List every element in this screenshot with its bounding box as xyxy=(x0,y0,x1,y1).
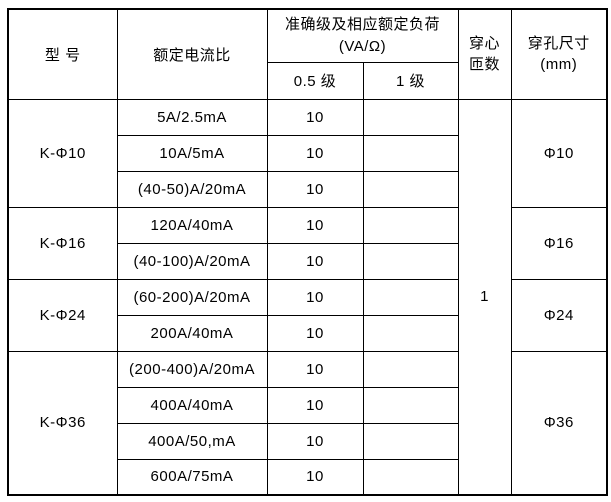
cell-class05: 10 xyxy=(266,206,364,244)
header-class-1: 1 级 xyxy=(362,61,459,100)
cell-class1 xyxy=(362,242,459,280)
cell-model: K-Φ10 xyxy=(7,98,118,208)
cell-hole: Φ16 xyxy=(510,206,608,280)
header-turns-line2: 匝数 xyxy=(469,56,501,74)
cell-ratio: 600A/75mA xyxy=(116,458,268,496)
cell-model: K-Φ16 xyxy=(7,206,118,280)
cell-class1 xyxy=(362,278,459,316)
header-hole-line1: 穿孔尺寸 xyxy=(527,34,590,52)
header-accuracy: 准确级及相应额定负荷 (VA/Ω) xyxy=(266,8,459,63)
cell-class1 xyxy=(362,170,459,208)
cell-class1 xyxy=(362,458,459,496)
cell-class05: 10 xyxy=(266,98,364,136)
table-row: 10A/5mA 10 xyxy=(8,134,607,172)
cell-class1 xyxy=(362,134,459,172)
header-accuracy-line1: 准确级及相应额定负荷 xyxy=(285,16,441,33)
cell-class05: 10 xyxy=(266,422,364,460)
cell-ratio: (40-50)A/20mA xyxy=(116,170,268,208)
cell-class1 xyxy=(362,206,459,244)
table-row: K-Φ10 5A/2.5mA 10 1 Φ10 xyxy=(7,98,608,496)
cell-class05: 10 xyxy=(266,350,364,388)
cell-hole: Φ24 xyxy=(510,278,608,352)
cell-class05: 10 xyxy=(266,386,364,424)
table-row: 200A/40mA 10 xyxy=(8,314,607,352)
cell-class1 xyxy=(362,386,459,424)
table-row: (40-50)A/20mA 10 xyxy=(8,170,607,208)
table-row: (40-100)A/20mA 10 xyxy=(8,242,607,280)
cell-ratio: 200A/40mA xyxy=(116,314,268,352)
cell-ratio: 5A/2.5mA xyxy=(116,98,268,136)
cell-hole: Φ10 xyxy=(510,98,608,208)
cell-class05: 10 xyxy=(266,278,364,316)
cell-class05: 10 xyxy=(266,458,364,496)
header-accuracy-line2: (VA/Ω) xyxy=(338,37,387,55)
cell-ratio: (200-400)A/20mA xyxy=(116,350,268,388)
cell-ratio: 400A/40mA xyxy=(116,386,268,424)
cell-class05: 10 xyxy=(266,170,364,208)
table-row: K-Φ16 120A/40mA 10 Φ16 xyxy=(7,206,608,280)
cell-class1 xyxy=(362,98,459,136)
cell-ratio: 10A/5mA xyxy=(116,134,268,172)
table-row: K-Φ36 (200-400)A/20mA 10 Φ36 xyxy=(7,350,608,496)
cell-turns: 1 xyxy=(457,98,512,496)
header-model: 型 号 xyxy=(7,8,118,100)
header-turns: 穿心 匝数 xyxy=(457,8,512,100)
cell-class05: 10 xyxy=(266,242,364,280)
cell-model: K-Φ24 xyxy=(7,278,118,352)
spec-table: 型 号 额定电流比 准确级及相应额定负荷 (VA/Ω) 穿心 匝数 穿孔尺寸 (… xyxy=(7,8,609,496)
cell-ratio: (40-100)A/20mA xyxy=(116,242,268,280)
cell-ratio: (60-200)A/20mA xyxy=(116,278,268,316)
cell-ratio: 400A/50,mA xyxy=(116,422,268,460)
header-class-05: 0.5 级 xyxy=(266,61,364,100)
cell-ratio: 120A/40mA xyxy=(116,206,268,244)
header-ratio: 额定电流比 xyxy=(116,8,268,100)
header-hole: 穿孔尺寸 (mm) xyxy=(510,8,608,100)
cell-class1 xyxy=(362,422,459,460)
header-hole-line2: (mm) xyxy=(540,56,578,74)
cell-class05: 10 xyxy=(266,314,364,352)
table-row: K-Φ24 (60-200)A/20mA 10 Φ24 xyxy=(7,278,608,352)
cell-class1 xyxy=(362,314,459,352)
header-turns-line1: 穿心 xyxy=(469,34,501,52)
cell-model: K-Φ36 xyxy=(7,350,118,496)
cell-class1 xyxy=(362,350,459,388)
cell-class05: 10 xyxy=(266,134,364,172)
cell-hole: Φ36 xyxy=(510,350,608,496)
table-row: 600A/75mA 10 xyxy=(8,458,607,496)
